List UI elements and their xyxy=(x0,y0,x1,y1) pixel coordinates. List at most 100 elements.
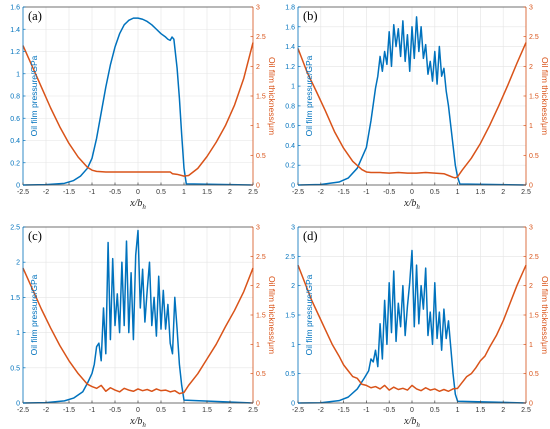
x-tick-label: -1.5 xyxy=(338,407,350,414)
x-tick-label: 1 xyxy=(456,189,460,196)
x-tick-label: 1.5 xyxy=(476,189,486,196)
y-right-tick-label: 0 xyxy=(529,183,533,190)
y-right-tick-label: 1 xyxy=(529,342,533,349)
x-tick-label: 0.5 xyxy=(156,189,166,196)
x-tick-label: 2 xyxy=(228,407,232,414)
x-tick-label: 0 xyxy=(410,407,414,414)
x-axis-title: x/bh xyxy=(403,416,420,429)
y-left-axis-title: Oil film pressure/GPa xyxy=(29,55,39,136)
x-tick-label: 2.5 xyxy=(248,407,258,414)
y-right-tick-label: 3 xyxy=(256,225,260,232)
y-left-axis-title: Oil film pressure/GPa xyxy=(29,274,39,355)
y-right-axis-title: Oil film thickness/μm xyxy=(267,276,277,354)
y-left-tick-label: 3 xyxy=(291,225,295,232)
x-axis-title-var: b xyxy=(411,416,416,427)
x-tick-label: -2.5 xyxy=(292,189,304,196)
y-right-tick-label: 0 xyxy=(256,401,260,408)
x-tick-label: 1 xyxy=(182,407,186,414)
y-left-tick-label: 1.6 xyxy=(285,24,295,31)
y-right-tick-label: 0.5 xyxy=(529,153,539,160)
x-tick-label: -0.5 xyxy=(109,407,121,414)
y-left-tick-label: 0.6 xyxy=(10,116,20,123)
pressure-series-line xyxy=(22,229,254,404)
y-left-tick-label: 0.8 xyxy=(10,94,20,101)
x-tick-label: 1 xyxy=(456,407,460,414)
x-tick-label: -2 xyxy=(43,407,49,414)
y-left-tick-label: 0.8 xyxy=(285,103,295,110)
y-left-tick-label: 0.2 xyxy=(10,160,20,167)
y-right-tick-label: 2 xyxy=(529,64,533,71)
x-tick-label: -1.5 xyxy=(63,189,75,196)
y-right-axis-title: Oil film thickness/μm xyxy=(540,276,550,354)
y-right-tick-label: 2 xyxy=(256,283,260,290)
x-tick-label: -2 xyxy=(43,189,49,196)
panel-label: (d) xyxy=(303,229,318,243)
x-axis-title-var: b xyxy=(137,198,142,209)
x-axis-title-sub: h xyxy=(142,203,146,211)
y-right-tick-label: 1 xyxy=(256,342,260,349)
x-axis-title: x/bh xyxy=(129,416,146,429)
y-right-tick-label: 2 xyxy=(256,64,260,71)
x-tick-label: -2.5 xyxy=(17,189,29,196)
panel-label: (a) xyxy=(28,9,42,23)
y-right-tick-label: 2.5 xyxy=(529,254,539,261)
y-left-tick-label: 1.4 xyxy=(10,27,20,34)
chart-panel-b: -2.5 -2 -1.5 -1 -0.5 0 0.5 1 1.5 2 2.500.20.40.60.… xyxy=(285,5,550,212)
y-left-axis-title: Oil film pressure/GPa xyxy=(304,274,314,355)
y-left-tick-label: 0.4 xyxy=(285,143,295,150)
thickness-series-line xyxy=(22,42,254,177)
x-tick-label: 0.5 xyxy=(430,407,440,414)
y-left-tick-label: 1.2 xyxy=(285,64,295,71)
x-axis-title-sub: h xyxy=(142,421,146,429)
y-left-tick-label: 0 xyxy=(16,183,20,190)
y-left-tick-label: 1.5 xyxy=(285,313,295,320)
x-axis-title: x/bh xyxy=(129,198,146,211)
x-tick-label: 0 xyxy=(136,407,140,414)
y-right-tick-label: 3 xyxy=(529,225,533,232)
x-tick-label: -1 xyxy=(89,189,95,196)
y-left-tick-label: 1.4 xyxy=(285,44,295,51)
x-tick-label: -1 xyxy=(363,407,369,414)
x-axis-title-var: b xyxy=(411,198,416,209)
y-left-tick-label: 2.5 xyxy=(285,254,295,261)
x-tick-label: 2 xyxy=(501,189,505,196)
y-right-tick-label: 3 xyxy=(256,5,260,12)
x-tick-label: 1.5 xyxy=(476,407,486,414)
x-axis-title-main: x/ xyxy=(129,198,138,209)
pressure-series-line xyxy=(297,249,527,404)
x-tick-label: -2 xyxy=(318,407,324,414)
x-tick-label: -0.5 xyxy=(109,189,121,196)
x-tick-label: -1 xyxy=(363,189,369,196)
y-right-axis-title: Oil film thickness/μm xyxy=(267,57,277,135)
y-right-tick-label: 2.5 xyxy=(529,34,539,41)
chart-panel-a: -2.5 -2 -1.5 -1 -0.5 0 0.5 1 1.5 2 2.500.20.40.60.… xyxy=(10,5,277,212)
chart-panel-c: -2.5 -2 -1.5 -1 -0.5 0 0.5 1 1.5 2 2.500.511.522.5… xyxy=(10,225,277,429)
x-tick-label: -1.5 xyxy=(338,189,350,196)
x-tick-label: 1.5 xyxy=(202,407,212,414)
y-right-tick-label: 1 xyxy=(529,123,533,130)
thickness-series-line xyxy=(297,264,527,393)
y-left-tick-label: 2.5 xyxy=(10,225,20,232)
x-tick-label: -1 xyxy=(89,407,95,414)
y-right-tick-label: 1.5 xyxy=(529,94,539,101)
x-axis-title-main: x/ xyxy=(129,416,138,427)
x-tick-label: 0.5 xyxy=(156,407,166,414)
x-axis-title-var: b xyxy=(137,416,142,427)
y-left-tick-label: 1 xyxy=(291,84,295,91)
x-tick-label: -2.5 xyxy=(17,407,29,414)
x-tick-label: -0.5 xyxy=(383,407,395,414)
pressure-series-line xyxy=(22,17,254,186)
y-left-tick-label: 0 xyxy=(291,401,295,408)
y-left-tick-label: 1.6 xyxy=(10,5,20,12)
y-right-tick-label: 0.5 xyxy=(529,371,539,378)
x-tick-label: 1 xyxy=(182,189,186,196)
thickness-series-line xyxy=(22,267,254,395)
y-right-tick-label: 2 xyxy=(529,283,533,290)
y-left-tick-label: 0.4 xyxy=(10,138,20,145)
y-left-axis-title: Oil film pressure/GPa xyxy=(304,55,314,136)
x-tick-label: -2 xyxy=(318,189,324,196)
y-left-tick-label: 1 xyxy=(16,71,20,78)
y-right-tick-label: 0 xyxy=(529,401,533,408)
y-left-tick-label: 0.5 xyxy=(10,365,20,372)
